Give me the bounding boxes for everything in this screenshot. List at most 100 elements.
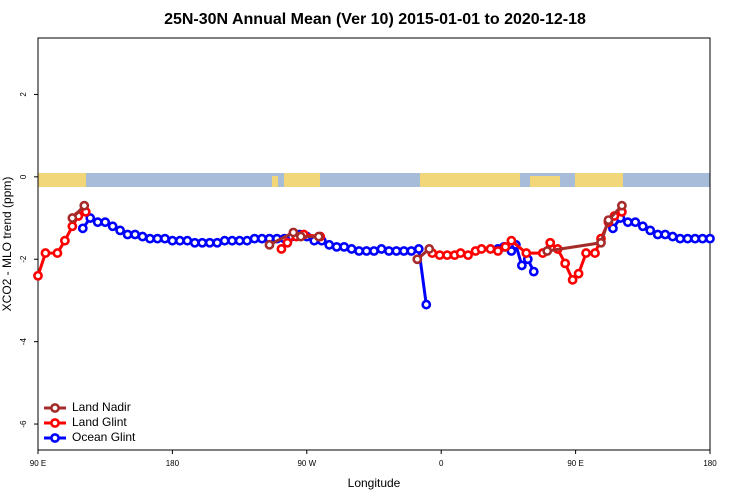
land-band xyxy=(420,173,520,187)
data-point xyxy=(506,235,517,246)
data-point xyxy=(331,241,342,252)
data-point xyxy=(40,248,51,258)
series xyxy=(77,213,715,310)
data-point xyxy=(204,237,215,248)
data-point xyxy=(500,241,511,252)
data-point xyxy=(406,246,417,256)
data-point xyxy=(130,229,140,240)
data-point xyxy=(697,233,708,244)
data-point xyxy=(369,246,379,256)
data-point xyxy=(77,223,88,234)
data-point xyxy=(100,217,111,228)
series xyxy=(67,200,627,265)
data-point xyxy=(67,221,78,232)
legend-marker xyxy=(50,433,60,443)
land-band xyxy=(575,173,623,187)
data-point xyxy=(528,266,539,277)
data-point xyxy=(212,237,223,248)
data-point xyxy=(264,239,275,250)
data-point xyxy=(637,221,648,232)
data-point xyxy=(234,235,245,246)
data-point xyxy=(608,223,618,234)
data-point xyxy=(174,235,185,246)
data-point xyxy=(463,250,473,261)
data-point xyxy=(145,233,155,244)
data-point xyxy=(412,254,423,265)
data-point xyxy=(660,229,671,240)
data-point xyxy=(107,221,118,232)
data-point xyxy=(361,246,372,256)
data-point xyxy=(189,237,200,248)
x-tick-label: 180 xyxy=(166,459,180,468)
data-point xyxy=(545,237,556,248)
data-point xyxy=(276,244,287,254)
plot-frame xyxy=(37,37,711,451)
data-point xyxy=(288,227,299,238)
data-point xyxy=(92,217,103,228)
data-point xyxy=(249,233,260,244)
data-point xyxy=(521,248,532,258)
y-tick-label: 0 xyxy=(19,174,28,179)
x-tick-label: 180 xyxy=(703,459,717,468)
x-tick-label: 0 xyxy=(439,459,444,468)
data-point xyxy=(85,213,96,223)
data-point xyxy=(346,244,357,254)
data-point xyxy=(705,233,715,244)
y-axis-label: XCO2 - MLO trend (ppm) xyxy=(0,177,14,312)
series-line xyxy=(431,210,623,283)
land-band xyxy=(38,173,86,187)
data-point xyxy=(52,248,63,258)
map-strip xyxy=(38,173,710,187)
data-point xyxy=(675,233,686,244)
data-point xyxy=(690,233,700,244)
data-point xyxy=(339,241,350,252)
data-point xyxy=(115,225,126,236)
data-point xyxy=(197,237,208,248)
data-point xyxy=(434,250,445,261)
data-point xyxy=(645,225,656,236)
y-tick-label: -6 xyxy=(19,420,28,428)
data-point xyxy=(67,213,78,223)
data-point xyxy=(376,244,387,254)
land-band xyxy=(530,176,560,187)
data-point xyxy=(282,237,293,248)
legend-label: Land Glint xyxy=(72,415,127,429)
x-tick-label: 90 E xyxy=(30,459,46,468)
chart-title: 25N-30N Annual Mean (Ver 10) 2015-01-01 … xyxy=(164,11,586,28)
data-point xyxy=(324,239,335,250)
data-point xyxy=(590,248,600,258)
land-band xyxy=(272,176,278,187)
data-point xyxy=(424,244,435,254)
data-point xyxy=(560,258,571,269)
data-point xyxy=(596,237,606,248)
data-point xyxy=(242,235,252,246)
data-point xyxy=(384,246,394,256)
data-point xyxy=(59,235,70,246)
y-tick-label: 2 xyxy=(19,92,28,97)
legend-marker xyxy=(50,418,60,428)
data-point xyxy=(313,231,324,242)
data-point xyxy=(573,268,584,279)
data-point xyxy=(398,246,409,256)
data-point xyxy=(455,248,466,258)
land-band xyxy=(284,173,320,187)
data-point xyxy=(476,244,487,254)
data-point xyxy=(485,244,496,254)
data-point xyxy=(33,270,43,281)
data-point xyxy=(542,246,553,256)
data-point xyxy=(79,200,90,211)
data-point xyxy=(137,231,148,242)
series xyxy=(33,206,627,285)
data-point xyxy=(227,235,238,246)
legend-label: Ocean Glint xyxy=(72,430,136,444)
data-point xyxy=(295,231,306,242)
data-point xyxy=(567,274,578,285)
series-line xyxy=(546,204,623,253)
y-tick-label: -4 xyxy=(19,338,28,346)
x-tick-label: 90 E xyxy=(567,459,583,468)
data-point xyxy=(391,246,402,256)
data-point xyxy=(652,229,663,240)
data-point xyxy=(603,215,614,226)
